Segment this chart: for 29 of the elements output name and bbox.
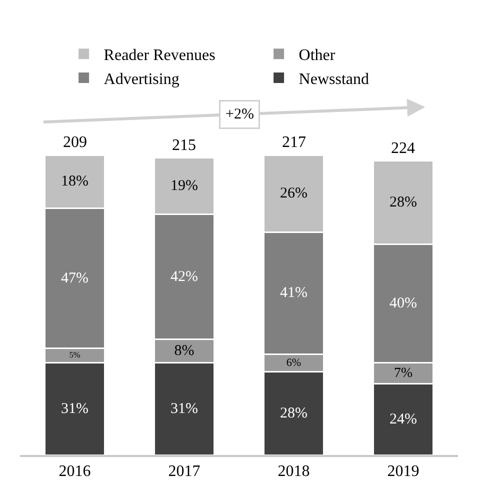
data-label: 19% bbox=[170, 178, 198, 194]
annotation: 224 bbox=[391, 140, 415, 157]
annotation: 209 bbox=[63, 134, 87, 151]
legend-label: Other bbox=[298, 47, 336, 64]
data-label: 40% bbox=[390, 296, 417, 312]
data-label: 26% bbox=[280, 186, 308, 202]
x-tick-label: 2019 bbox=[387, 462, 420, 480]
data-label: 42% bbox=[170, 268, 198, 285]
annotation: 217 bbox=[282, 134, 306, 151]
text: +2% bbox=[226, 106, 254, 122]
x-tick-label: 2018 bbox=[278, 462, 310, 480]
legend-label: Reader Revenues bbox=[104, 47, 216, 64]
legend-label: Advertising bbox=[104, 70, 180, 88]
data-label: 7% bbox=[394, 365, 413, 380]
annotation: 215 bbox=[172, 137, 196, 154]
data-label: 24% bbox=[390, 411, 417, 428]
data-label: 5% bbox=[69, 350, 80, 360]
data-label: 47% bbox=[61, 270, 88, 286]
data-label: 31% bbox=[61, 400, 88, 417]
data-label: 18% bbox=[61, 174, 88, 190]
data-label: 41% bbox=[280, 285, 308, 302]
x-tick-label: 2017 bbox=[168, 462, 200, 480]
x-tick-label: 2016 bbox=[58, 462, 91, 480]
data-label: 8% bbox=[174, 343, 194, 360]
data-label: 31% bbox=[170, 400, 198, 417]
data-label: 28% bbox=[280, 405, 308, 422]
data-label: 6% bbox=[286, 356, 302, 369]
legend-label: Newsstand bbox=[298, 70, 370, 88]
data-label: 28% bbox=[390, 194, 417, 211]
